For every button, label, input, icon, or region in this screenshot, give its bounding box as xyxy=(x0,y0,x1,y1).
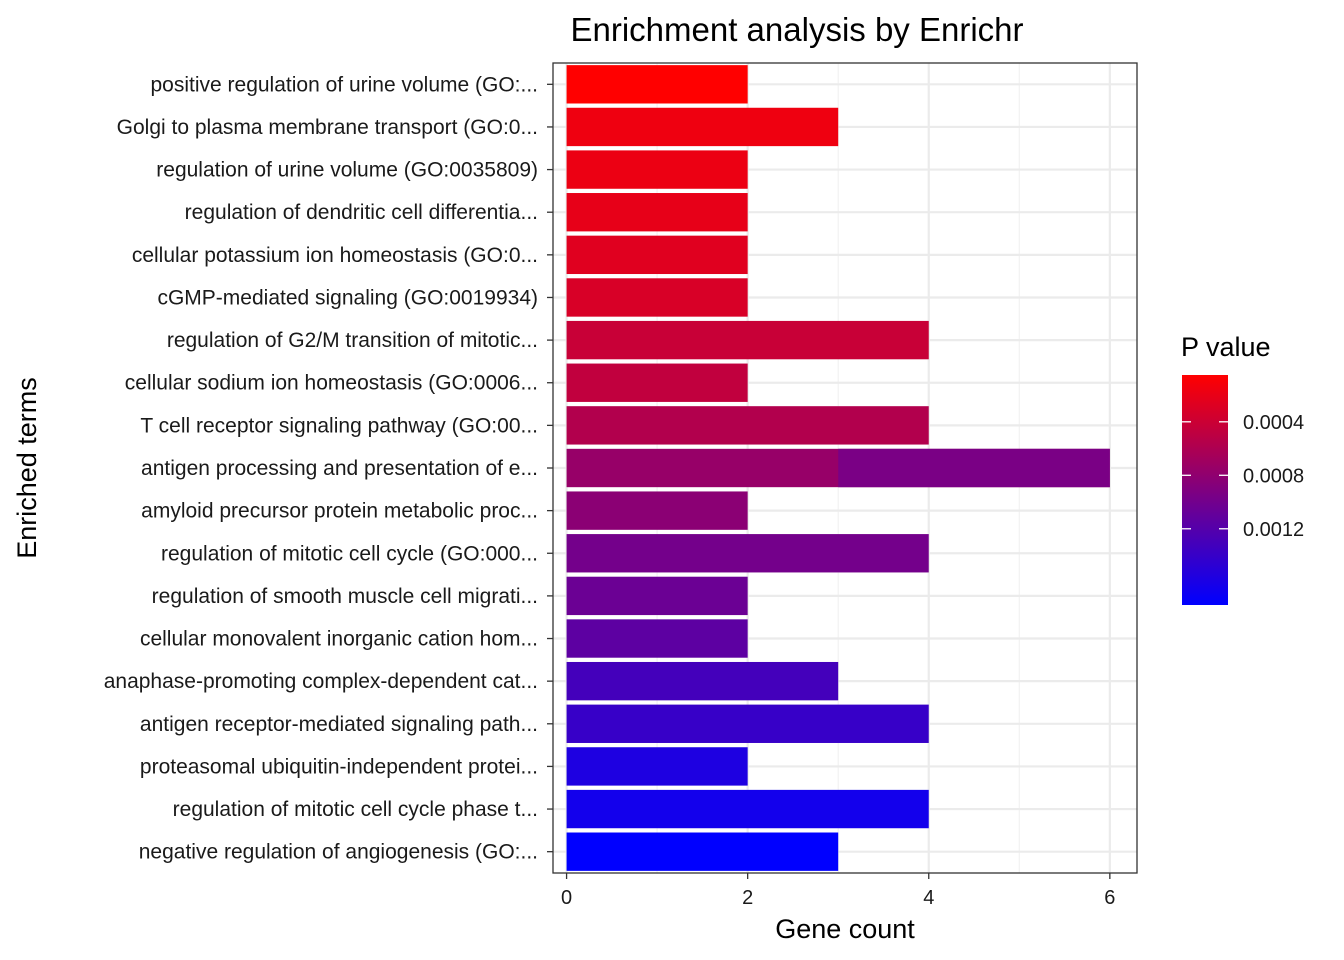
y-tick-label: antigen processing and presentation of e… xyxy=(141,457,538,480)
legend-ticks: 0.0004 0.0008 0.0012 xyxy=(1182,412,1304,541)
bar xyxy=(566,661,839,701)
y-tick-label: cellular potassium ion homeostasis (GO:0… xyxy=(132,244,538,267)
legend-colorbar xyxy=(1182,375,1228,605)
bar xyxy=(566,576,748,616)
x-axis-title: Gene count xyxy=(775,914,915,944)
y-tick-label: regulation of mitotic cell cycle (GO:000… xyxy=(161,542,538,565)
chart-title: Enrichment analysis by Enrichr xyxy=(570,11,1023,48)
x-tick-label: 2 xyxy=(742,887,753,909)
bar xyxy=(566,278,748,317)
bar xyxy=(566,704,929,743)
y-tick-label: proteasomal ubiquitin-independent protei… xyxy=(140,755,538,778)
bar xyxy=(566,619,748,658)
bar xyxy=(566,747,748,786)
bar xyxy=(566,491,748,530)
x-tick-label: 4 xyxy=(923,887,934,909)
legend-tick-label: 0.0008 xyxy=(1243,465,1304,487)
y-tick-label: antigen receptor-mediated signaling path… xyxy=(140,713,538,736)
legend-tick-label: 0.0004 xyxy=(1243,412,1304,434)
y-tick-label: Golgi to plasma membrane transport (GO:0… xyxy=(117,116,538,139)
bar xyxy=(566,193,748,232)
bar xyxy=(566,534,929,573)
bar xyxy=(566,832,839,871)
bar xyxy=(566,107,839,147)
y-tick-label: anaphase-promoting complex-dependent cat… xyxy=(104,670,538,693)
y-axis: positive regulation of urine volume (GO:… xyxy=(104,73,553,864)
bar xyxy=(566,789,929,829)
bar-segment xyxy=(838,448,1110,488)
legend: P value 0.0004 0.0008 0.0012 xyxy=(1181,332,1304,605)
y-tick-label: regulation of G2/M transition of mitotic… xyxy=(167,329,538,352)
y-tick-label: cGMP-mediated signaling (GO:0019934) xyxy=(157,286,538,309)
x-tick-label: 0 xyxy=(561,887,572,909)
legend-tick-label: 0.0012 xyxy=(1243,519,1304,541)
bar xyxy=(566,320,929,360)
y-tick-label: cellular monovalent inorganic cation hom… xyxy=(140,628,538,651)
legend-title: P value xyxy=(1181,332,1271,362)
y-tick-label: positive regulation of urine volume (GO:… xyxy=(150,73,538,96)
bar xyxy=(566,65,748,104)
bar xyxy=(566,150,748,189)
y-tick-label: negative regulation of angiogenesis (GO:… xyxy=(139,841,538,864)
y-tick-label: T cell receptor signaling pathway (GO:00… xyxy=(140,414,538,437)
y-axis-title: Enriched terms xyxy=(12,377,42,559)
bars xyxy=(566,65,1110,871)
y-tick-label: amyloid precursor protein metabolic proc… xyxy=(141,500,538,523)
y-tick-label: regulation of urine volume (GO:0035809) xyxy=(156,159,538,182)
bar xyxy=(566,235,748,275)
y-tick-label: cellular sodium ion homeostasis (GO:0006… xyxy=(125,372,538,395)
y-tick-label: regulation of mitotic cell cycle phase t… xyxy=(173,798,538,821)
y-tick-label: regulation of smooth muscle cell migrati… xyxy=(152,585,538,608)
x-axis: 0 2 4 6 xyxy=(561,873,1115,909)
bar xyxy=(566,363,748,402)
bar xyxy=(566,406,929,445)
y-tick-label: regulation of dendritic cell differentia… xyxy=(185,201,538,224)
x-tick-label: 6 xyxy=(1104,887,1115,909)
